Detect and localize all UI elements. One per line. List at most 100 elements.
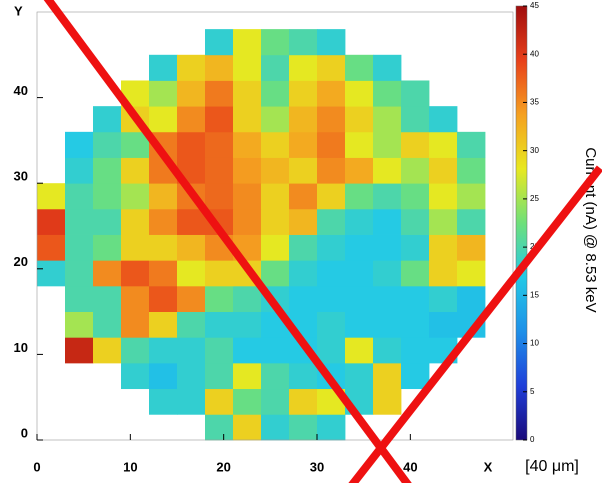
heatmap-cell [289, 183, 318, 210]
heatmap-cell [205, 80, 234, 107]
heatmap-cell [149, 311, 178, 338]
heatmap-cell [65, 208, 94, 235]
heatmap-cell [401, 131, 430, 158]
heatmap-cell [429, 183, 458, 210]
heatmap-cell [401, 362, 430, 390]
heatmap-cell [65, 337, 94, 364]
heatmap-cell [401, 311, 430, 338]
heatmap-cell [373, 311, 402, 338]
heatmap-cell [345, 234, 374, 261]
heatmap-cell [93, 106, 122, 133]
heatmap-cell [149, 260, 178, 287]
heatmap-cell [345, 260, 374, 287]
y-tick-label: 40 [14, 83, 28, 98]
heatmap-cell [317, 54, 346, 81]
heatmap-cell [317, 208, 346, 235]
heatmap-cell [289, 414, 318, 441]
x-tick-label: 40 [403, 459, 417, 474]
y-tick-label: 10 [14, 340, 28, 355]
plot-frame [36, 11, 514, 441]
heatmap-cell [373, 106, 402, 133]
heatmap-cell [373, 157, 402, 184]
heatmap-cell [93, 260, 122, 287]
heatmap-cell [205, 285, 234, 312]
cross-stroke [43, 0, 412, 483]
heatmap-cell [121, 157, 150, 184]
heatmap-cell [345, 311, 374, 338]
heatmap-cell [121, 183, 150, 210]
heatmap-cell [177, 208, 206, 235]
heatmap-cell [289, 208, 318, 235]
heatmap-cell [373, 54, 402, 81]
heatmap-cell [121, 260, 150, 287]
heatmap-cell [289, 54, 318, 81]
heatmap-cell [233, 311, 262, 338]
heatmap-cell [401, 285, 430, 312]
heatmap-cell [261, 131, 290, 158]
heatmap-cell [429, 106, 458, 133]
heatmap-cell [317, 260, 346, 287]
heatmap-cell [401, 337, 430, 364]
heatmap-cell [65, 183, 94, 210]
heatmap-cell [289, 285, 318, 312]
colorbar-tick-label: 5 [530, 387, 535, 396]
heatmap-cell [205, 157, 234, 184]
heatmap-cell [317, 183, 346, 210]
heatmap-cell [429, 311, 458, 338]
heatmap-cell [205, 337, 234, 364]
heatmap-cell [233, 362, 262, 390]
heatmap-cell [93, 311, 122, 338]
heatmap-cell [261, 80, 290, 107]
heatmap-cell [373, 131, 402, 158]
heatmap-cell [205, 29, 234, 56]
heatmap-cell [401, 183, 430, 210]
heatmap-cell [205, 311, 234, 338]
heatmap-cell [149, 234, 178, 261]
heatmap-cell [205, 260, 234, 287]
colorbar-tick-label: 15 [530, 290, 539, 299]
heatmap-cell [261, 208, 290, 235]
axes: 010203040010203040051015202530354045 [14, 1, 540, 474]
heatmap-cell [345, 362, 374, 390]
heatmap-cell [205, 362, 234, 390]
heatmap-cell [373, 234, 402, 261]
heatmap-cell [401, 106, 430, 133]
heatmap-cell [149, 106, 178, 133]
heatmap-cell [289, 388, 318, 415]
heatmap-cell [37, 183, 66, 210]
heatmap-cell [93, 337, 122, 364]
heatmap-cell [401, 157, 430, 184]
heatmap-cell [289, 80, 318, 107]
heatmap-cell [345, 208, 374, 235]
heatmap-cell [261, 234, 290, 261]
heatmap-cell [345, 285, 374, 312]
y-tick-label: 30 [14, 169, 28, 184]
heatmap-cell [261, 54, 290, 81]
heatmap-cell [233, 80, 262, 107]
x-axis-unit: [40 μm] [525, 458, 579, 475]
heatmap-cell [177, 54, 206, 81]
heatmap-cell [233, 29, 262, 56]
cross-stroke [348, 165, 602, 483]
heatmap-cell [233, 157, 262, 184]
colorbar-tick-label: 0 [530, 435, 535, 444]
heatmap-cell [345, 183, 374, 210]
heatmap-cell [205, 106, 234, 133]
heatmap-cell [205, 183, 234, 210]
heatmap-cell [93, 157, 122, 184]
heatmap-cell [177, 388, 206, 415]
heatmap-cell [177, 106, 206, 133]
heatmap-cell [149, 337, 178, 364]
x-tick-label: 20 [216, 459, 230, 474]
x-tick-label: 10 [123, 459, 137, 474]
heatmap-cell [373, 183, 402, 210]
heatmap-cell [429, 285, 458, 312]
y-axis-label: Y [14, 3, 23, 18]
heatmap-cell [345, 157, 374, 184]
heatmap-cell [457, 131, 486, 158]
heatmap-cell [289, 29, 318, 56]
heatmap-cell [121, 285, 150, 312]
heatmap-cell [205, 131, 234, 158]
